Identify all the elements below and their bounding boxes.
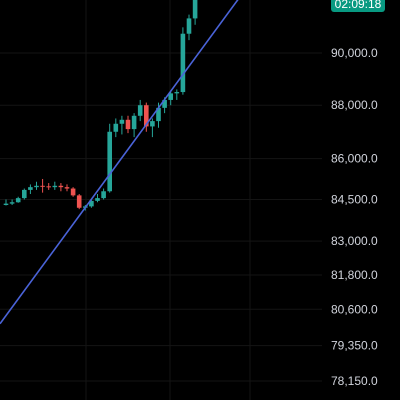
candle (70, 187, 76, 197)
candle-body (89, 200, 94, 207)
candle (28, 184, 33, 195)
candle (64, 184, 70, 192)
price-tick-label: 84,500.0 (331, 193, 378, 207)
price-tick-label: 86,000.0 (331, 152, 378, 166)
candle-body (125, 119, 131, 130)
candle-body (28, 187, 33, 190)
candle-body (113, 123, 119, 132)
price-axis[interactable]: 90,000.0 88,000.0 86,000.0 84,500.0 83,000.0… (331, 46, 378, 388)
candle (174, 89, 180, 100)
candle-body (76, 195, 82, 208)
candle (168, 90, 173, 106)
candle (192, 0, 198, 25)
price-tick-label: 81,800.0 (331, 268, 378, 282)
price-tick-label: 88,000.0 (331, 98, 378, 112)
candle (89, 199, 94, 208)
candle-body (22, 189, 27, 199)
candle-body (150, 121, 155, 127)
candle-body (15, 198, 21, 203)
candle-body (40, 185, 45, 187)
candle (3, 199, 9, 206)
candle (131, 113, 137, 138)
candle (144, 102, 149, 132)
trendline[interactable] (0, 0, 251, 325)
candle-body (46, 186, 51, 188)
candle-body (180, 33, 186, 93)
candle-body (186, 18, 192, 34)
price-tick-label: 80,600.0 (331, 302, 378, 316)
countdown-badge-bg (331, 0, 385, 12)
candle (150, 118, 155, 138)
candle (58, 183, 64, 192)
candle (113, 118, 119, 138)
candle-body (107, 131, 112, 192)
candle (76, 194, 82, 210)
candle-body (3, 203, 9, 206)
candle-body (9, 202, 15, 204)
candle (46, 183, 51, 190)
candle-body (192, 0, 198, 19)
candle-body (131, 115, 137, 130)
candle (40, 178, 45, 193)
candle-body (162, 99, 167, 108)
price-tick-label: 79,350.0 (331, 339, 378, 353)
candle-body (174, 92, 180, 94)
trendline-layer[interactable] (0, 0, 251, 325)
candle-body (52, 185, 58, 188)
candle-body (95, 198, 100, 201)
candle (34, 181, 39, 190)
candle-body (168, 93, 173, 100)
candle-body (144, 105, 149, 127)
candle (125, 115, 131, 134)
candle (15, 196, 21, 203)
candle-body (34, 185, 39, 188)
candle-body (137, 105, 143, 116)
countdown-badge: 02:09:18 (331, 0, 385, 12)
candle-body (64, 187, 70, 189)
candle-body (101, 191, 106, 199)
candle (180, 27, 186, 95)
candle (52, 181, 58, 190)
price-tick-label: 78,150.0 (331, 374, 378, 388)
candle (186, 14, 192, 41)
candle (9, 199, 15, 206)
grid-lines (0, 0, 322, 400)
candle-body (156, 107, 161, 122)
candle (107, 123, 112, 193)
candle-body (58, 185, 64, 188)
candle-body (119, 119, 125, 124)
candle-body (70, 188, 76, 196)
countdown-label: 02:09:18 (335, 0, 382, 11)
price-tick-label: 90,000.0 (331, 46, 378, 60)
candle (101, 188, 106, 200)
candle (95, 194, 100, 203)
candle (137, 99, 143, 122)
candle (119, 115, 125, 135)
candle (22, 188, 27, 200)
price-tick-label: 83,000.0 (331, 234, 378, 248)
